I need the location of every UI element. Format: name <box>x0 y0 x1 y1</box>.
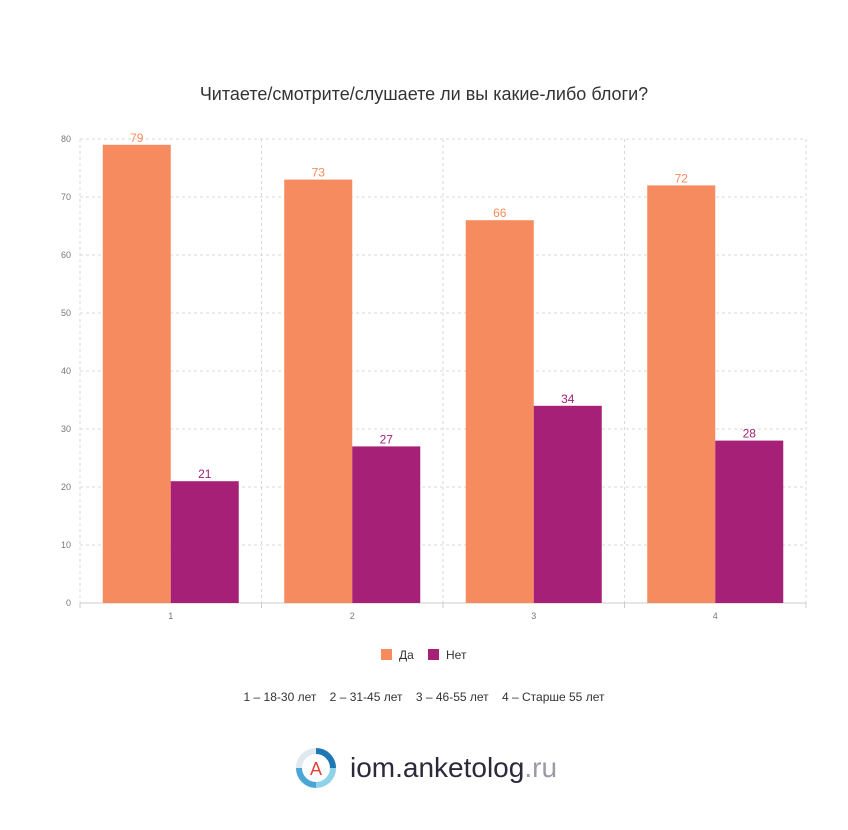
value-label: 28 <box>743 427 757 441</box>
y-tick-label: 0 <box>66 598 71 608</box>
y-tick-label: 70 <box>61 192 71 202</box>
x-tick-label: 3 <box>531 611 536 621</box>
bar-0-3 <box>647 185 716 603</box>
value-label: 21 <box>198 467 212 481</box>
y-tick-label: 30 <box>61 424 71 434</box>
y-tick-label: 50 <box>61 308 71 318</box>
bar-1-3 <box>715 440 784 603</box>
value-label: 72 <box>675 171 689 185</box>
brand-name: iom.anketolog.ru <box>350 752 557 783</box>
x-tick-label: 1 <box>168 611 173 621</box>
y-tick-label: 20 <box>61 482 71 492</box>
grid <box>79 138 807 603</box>
value-label: 73 <box>312 166 326 180</box>
y-tick-label: 40 <box>61 366 71 376</box>
value-label: 34 <box>561 392 575 406</box>
legend-swatch <box>381 649 392 660</box>
bar-0-1 <box>284 179 353 603</box>
bar-0-0 <box>102 144 171 604</box>
logo-letter: A <box>310 759 322 779</box>
chart-title: Читаете/смотрите/слушаете ли вы какие-ли… <box>200 84 648 104</box>
y-tick-label: 80 <box>61 134 71 144</box>
y-tick-label: 10 <box>61 540 71 550</box>
value-labels: 79 21 73 27 66 34 72 28 <box>130 131 756 481</box>
anketolog-logo-icon: A <box>296 748 336 788</box>
value-label: 79 <box>130 131 144 145</box>
bar-1-1 <box>352 446 421 603</box>
bar-1-0 <box>170 481 239 603</box>
x-tick-label: 2 <box>350 611 355 621</box>
brand-logo: A iom.anketolog.ru <box>296 748 557 788</box>
bar-1-2 <box>533 405 602 603</box>
legend: Да Нет <box>381 648 467 662</box>
value-label: 27 <box>380 432 394 446</box>
category-note: 1 – 18-30 лет 2 – 31-45 лет 3 – 46-55 ле… <box>244 690 605 704</box>
legend-swatch <box>428 649 439 660</box>
legend-label: Нет <box>446 648 467 662</box>
legend-label: Да <box>399 648 414 662</box>
value-label: 66 <box>493 206 507 220</box>
x-tick-label: 4 <box>713 611 718 621</box>
bar-0-2 <box>465 220 534 603</box>
y-tick-label: 60 <box>61 250 71 260</box>
bars <box>102 144 784 604</box>
